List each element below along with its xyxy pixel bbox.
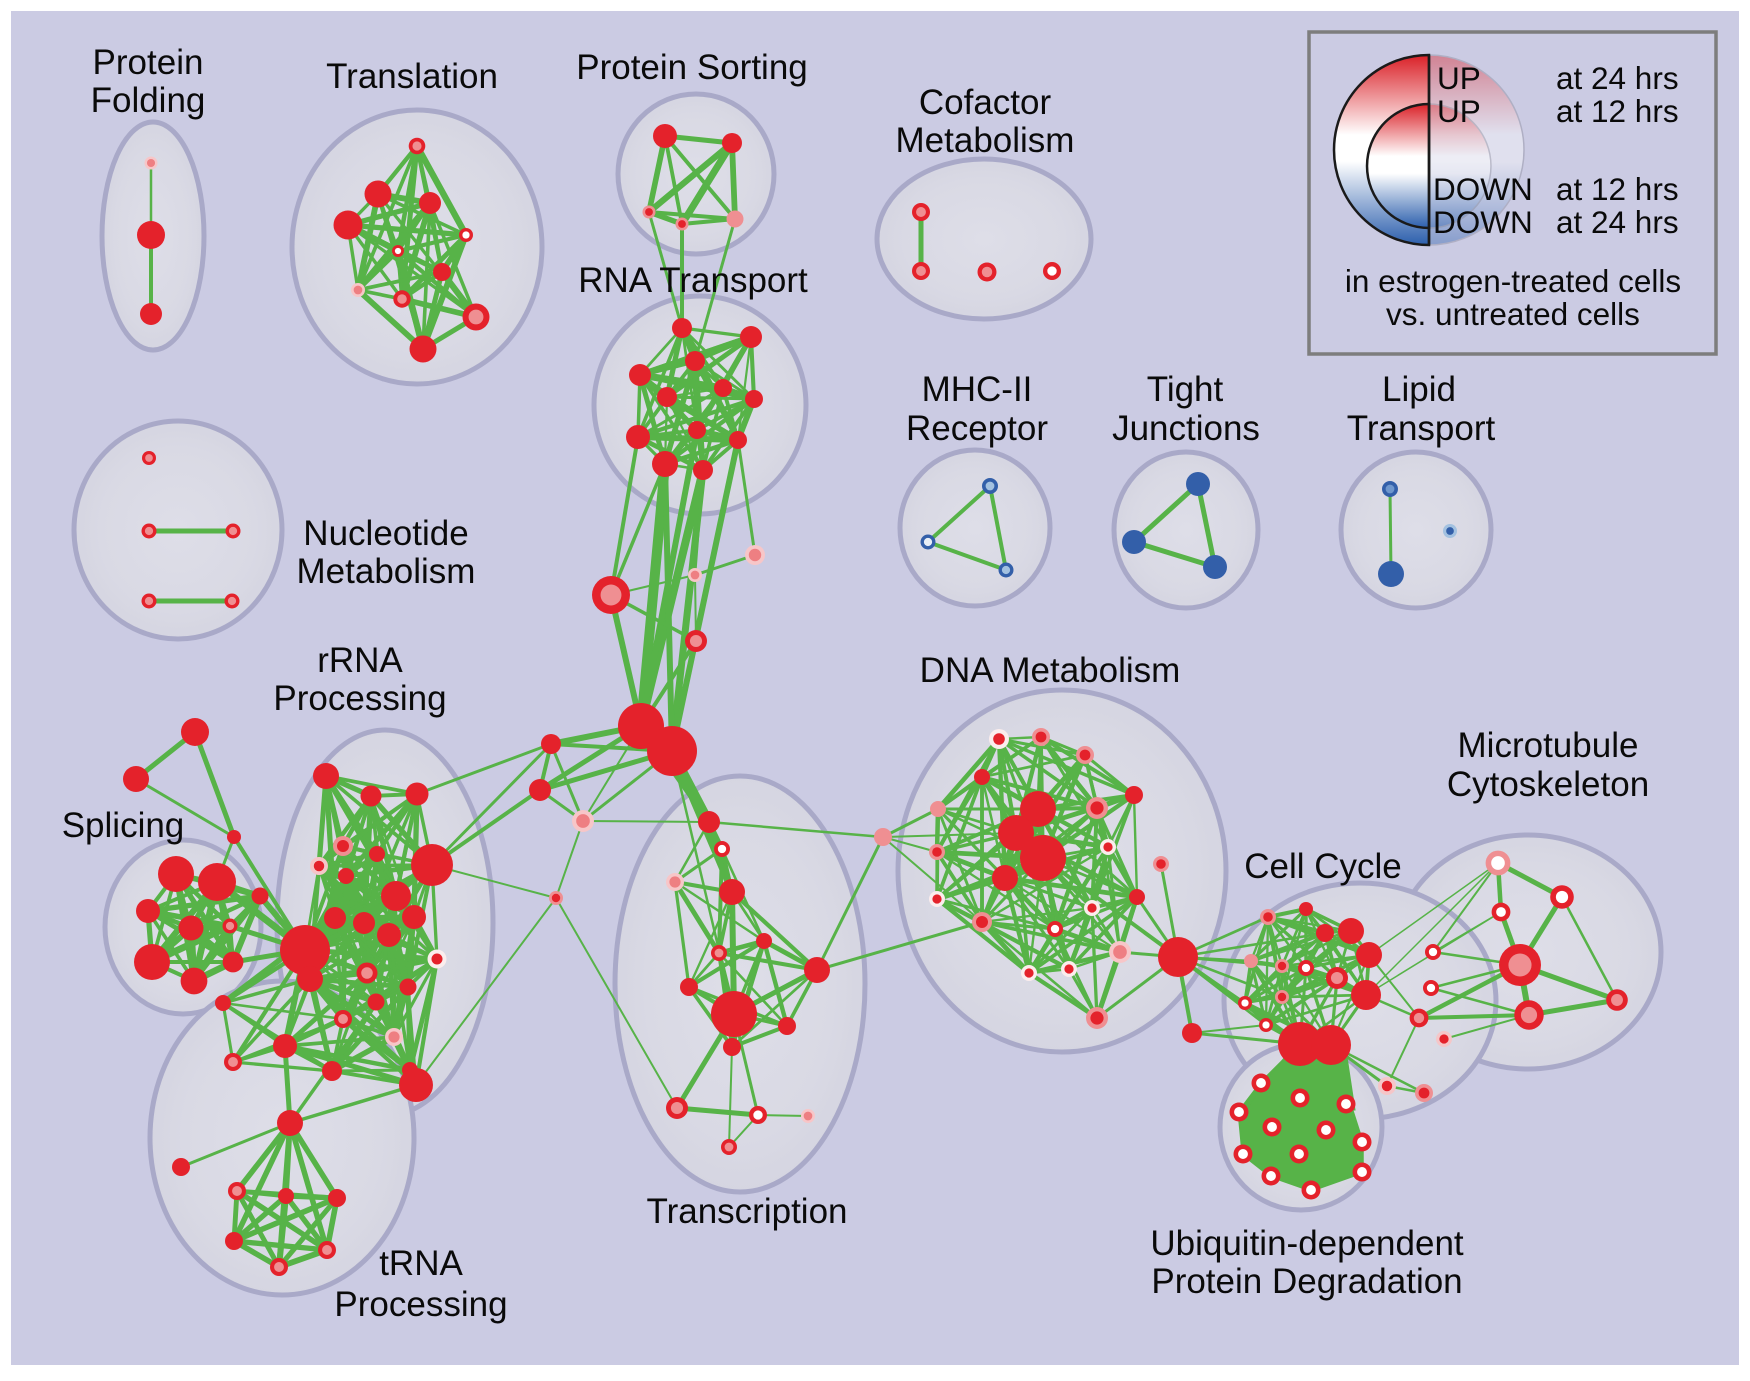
- svg-text:UP: UP: [1437, 93, 1481, 129]
- svg-text:Lipid: Lipid: [1382, 370, 1456, 409]
- svg-text:rRNA: rRNA: [317, 641, 403, 680]
- svg-text:Tight: Tight: [1147, 370, 1224, 409]
- svg-text:Translation: Translation: [326, 57, 498, 96]
- svg-text:Metabolism: Metabolism: [297, 552, 476, 591]
- svg-text:Processing: Processing: [273, 679, 446, 718]
- svg-text:DOWN: DOWN: [1433, 171, 1533, 207]
- svg-text:DNA Metabolism: DNA Metabolism: [920, 651, 1181, 690]
- svg-text:Protein Sorting: Protein Sorting: [576, 48, 808, 87]
- svg-text:RNA Transport: RNA Transport: [578, 261, 808, 300]
- svg-text:Metabolism: Metabolism: [896, 121, 1075, 160]
- svg-text:Junctions: Junctions: [1112, 409, 1260, 448]
- svg-text:Ubiquitin-dependent: Ubiquitin-dependent: [1150, 1224, 1464, 1263]
- svg-text:MHC-II: MHC-II: [922, 370, 1033, 409]
- svg-text:Cell Cycle: Cell Cycle: [1244, 847, 1402, 886]
- svg-text:tRNA: tRNA: [379, 1244, 463, 1283]
- svg-text:Receptor: Receptor: [906, 409, 1048, 448]
- svg-text:DOWN: DOWN: [1433, 204, 1533, 240]
- svg-text:at 24 hrs: at 24 hrs: [1556, 204, 1679, 240]
- svg-text:Cofactor: Cofactor: [919, 83, 1052, 122]
- svg-text:at 24 hrs: at 24 hrs: [1556, 60, 1679, 96]
- svg-text:Transport: Transport: [1347, 409, 1496, 448]
- svg-text:Nucleotide: Nucleotide: [303, 514, 468, 553]
- svg-text:Processing: Processing: [334, 1285, 507, 1324]
- svg-text:Cytoskeleton: Cytoskeleton: [1447, 765, 1649, 804]
- svg-text:Microtubule: Microtubule: [1458, 726, 1639, 765]
- svg-text:in estrogen-treated cells: in estrogen-treated cells: [1345, 263, 1681, 299]
- svg-text:at 12 hrs: at 12 hrs: [1556, 171, 1679, 207]
- svg-text:vs. untreated cells: vs. untreated cells: [1386, 296, 1640, 332]
- svg-text:Protein Degradation: Protein Degradation: [1151, 1262, 1462, 1301]
- svg-text:Protein: Protein: [93, 43, 204, 82]
- svg-text:Splicing: Splicing: [62, 806, 185, 845]
- svg-text:at 12 hrs: at 12 hrs: [1556, 93, 1679, 129]
- svg-text:UP: UP: [1437, 60, 1481, 96]
- svg-text:Folding: Folding: [91, 81, 206, 120]
- svg-text:Transcription: Transcription: [647, 1192, 848, 1231]
